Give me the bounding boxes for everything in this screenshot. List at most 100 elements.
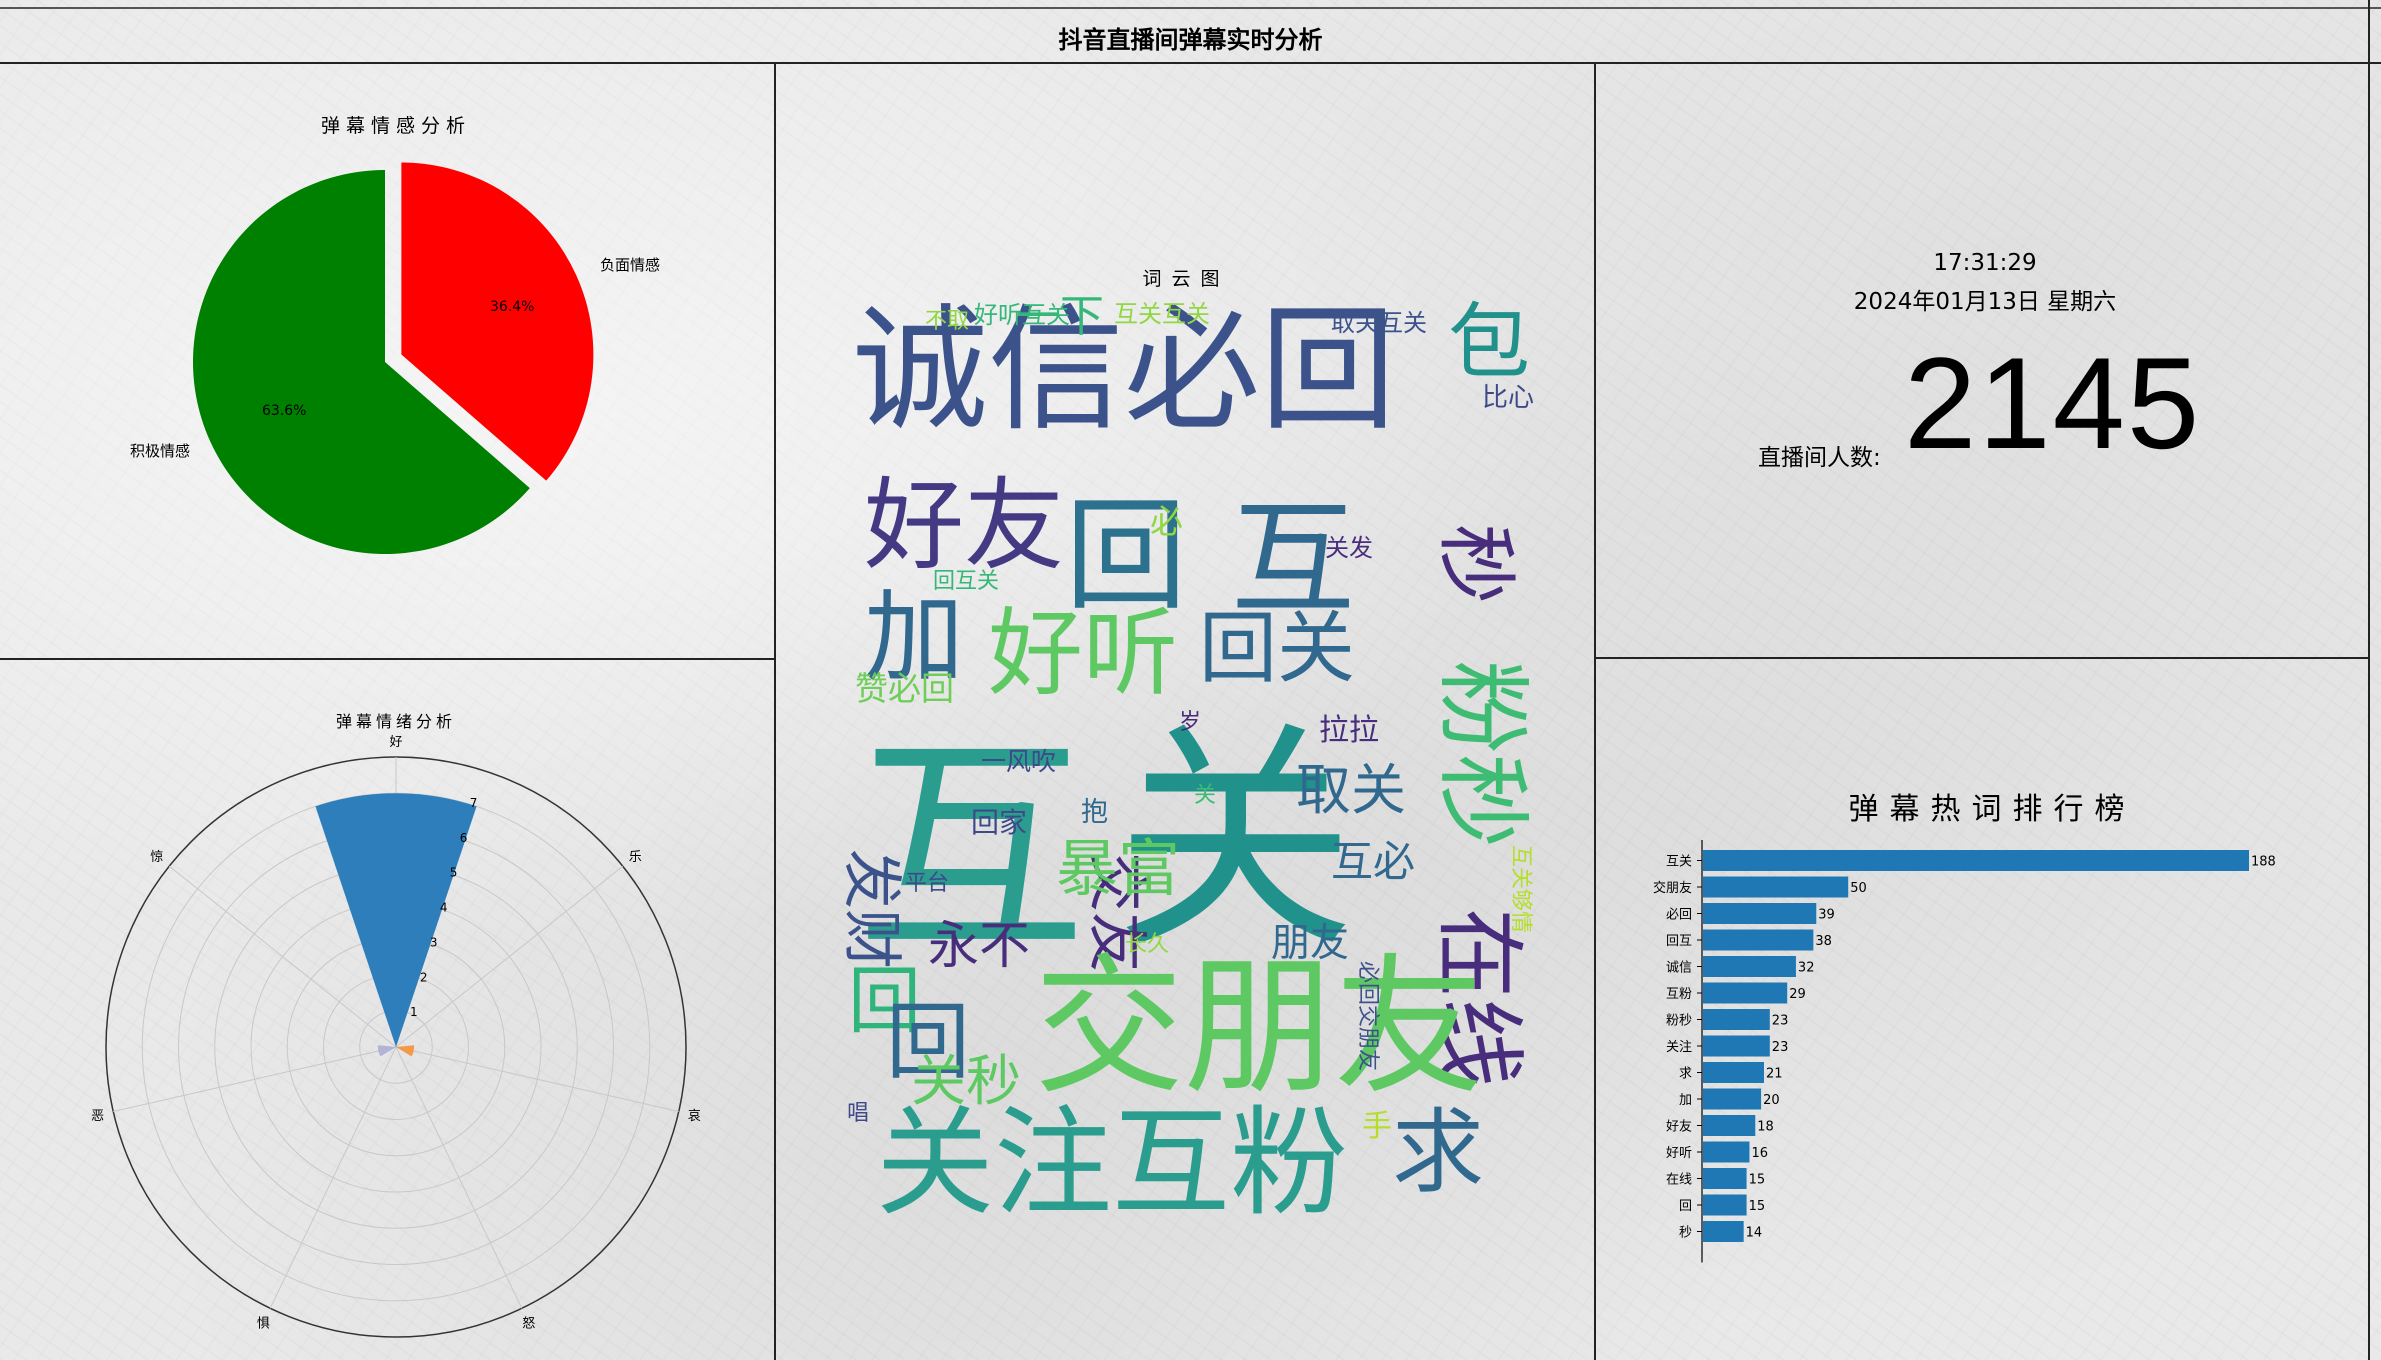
polar-axis-label: 好 xyxy=(389,735,402,750)
wordcloud-word: 关注互粉 xyxy=(876,1094,1348,1232)
hotword-bar xyxy=(1703,1194,1747,1216)
wordcloud-word: 互必 xyxy=(1331,837,1415,886)
wordcloud-word: 岁 xyxy=(1179,710,1201,735)
polar-rtick-label: 3 xyxy=(430,935,438,949)
polar-rtick-label: 2 xyxy=(420,970,428,984)
hotword-value: 188 xyxy=(2251,855,2276,870)
pie-slice-positive xyxy=(193,170,530,554)
hotword-bar xyxy=(1703,982,1788,1004)
hotword-label: 交朋友 xyxy=(1653,880,1692,896)
hotword-bar xyxy=(1703,903,1817,924)
top-border xyxy=(0,7,2381,9)
viewer-count-label: 直播间人数: xyxy=(1758,445,1881,471)
wordcloud-word: 平台 xyxy=(905,871,949,896)
viewer-count: 2145 xyxy=(1904,330,2202,476)
hotword-bar xyxy=(1703,1168,1747,1189)
hotword-value: 16 xyxy=(1751,1146,1768,1161)
hotword-bar xyxy=(1703,929,1814,951)
wordcloud-word: 好友 xyxy=(864,467,1064,584)
polar-grid-spoke xyxy=(113,1046,397,1113)
hotword-label: 好听 xyxy=(1666,1146,1692,1161)
row-divider-right xyxy=(1594,657,2370,659)
hotword-label: 求 xyxy=(1679,1067,1692,1082)
hotword-value: 50 xyxy=(1850,881,1867,896)
pie-label-negative: 负面情感 xyxy=(600,256,660,274)
wordcloud-word: 关发 xyxy=(1325,534,1373,562)
wordcloud-word: 互 xyxy=(1231,488,1355,632)
hotword-bar xyxy=(1703,1221,1744,1242)
wordcloud-word: 交朋友 xyxy=(1034,941,1484,1115)
wordcloud-word: 关 xyxy=(1115,701,1355,981)
wordcloud-word: 互关够情 xyxy=(1508,845,1533,933)
wordcloud-word: 秒 xyxy=(1429,524,1522,604)
wordcloud-word: 关秒 xyxy=(911,1049,1021,1113)
hotword-value: 39 xyxy=(1818,908,1835,923)
wordcloud-word: 回家 xyxy=(971,806,1027,839)
hotword-value: 29 xyxy=(1789,987,1806,1002)
hotword-label: 互关 xyxy=(1666,855,1692,870)
wordcloud-word: 必回交朋友 xyxy=(1355,961,1380,1071)
hotword-value: 32 xyxy=(1798,961,1815,976)
polar-axis-label: 恶 xyxy=(91,1109,104,1124)
wordcloud-word: 必 xyxy=(1150,502,1183,541)
wordcloud-word: 抱 xyxy=(1081,797,1108,828)
wordcloud-word: 取关 xyxy=(1296,758,1406,822)
page-title: 抖音直播间弹幕实时分析 xyxy=(1058,26,1323,54)
wordcloud-word: 唱 xyxy=(847,1101,869,1126)
clock-date: 2024年01月13日 星期六 xyxy=(1853,289,2117,315)
wordcloud-word: 关 xyxy=(1194,783,1216,808)
wordcloud-word: 永不 xyxy=(928,917,1030,976)
wordcloud-word: 暴富 xyxy=(1056,832,1180,905)
title-divider xyxy=(0,62,2381,64)
hotword-label: 诚信 xyxy=(1666,961,1692,976)
row-divider-left xyxy=(0,658,775,660)
pie-pct-negative: 36.4% xyxy=(490,299,534,315)
hotword-bar xyxy=(1703,850,2249,871)
polar-grid-spoke xyxy=(395,1046,523,1309)
wordcloud-word: 不取 xyxy=(925,309,969,334)
col-divider-2 xyxy=(1594,62,1596,1360)
polar-rtick-label: 6 xyxy=(460,831,468,845)
hotword-value: 18 xyxy=(1757,1120,1774,1135)
wordcloud-word: 加 xyxy=(864,579,964,696)
hotword-value: 23 xyxy=(1772,1014,1789,1029)
polar-grid-spoke xyxy=(395,1046,679,1113)
hotword-value: 15 xyxy=(1749,1199,1766,1214)
polar-bar-恶 xyxy=(377,1045,396,1057)
sentiment-chart-title: 弹幕情感分析 xyxy=(321,115,471,137)
hotword-value: 21 xyxy=(1766,1067,1783,1082)
hotword-bar xyxy=(1703,1141,1750,1163)
wordcloud-word: 好听互关 xyxy=(974,301,1070,329)
polar-axis-label: 惧 xyxy=(257,1316,270,1332)
wordcloud-word: 回 xyxy=(848,959,921,1044)
hotword-bar xyxy=(1703,1115,1756,1136)
hotword-bar xyxy=(1703,1088,1762,1110)
wordcloud-word: 朋友 xyxy=(1271,921,1349,966)
pie-slice-negative xyxy=(401,162,594,481)
title-bar: 抖音直播间弹幕实时分析 xyxy=(0,0,2381,62)
col-divider-1 xyxy=(774,62,776,1360)
polar-rtick-label: 4 xyxy=(440,901,448,915)
wordcloud-word: 赞必回 xyxy=(855,669,954,708)
hotword-bar xyxy=(1703,1035,1770,1057)
wordcloud-word: 求 xyxy=(1392,1099,1484,1206)
wordcloud-word: 回关 xyxy=(1199,604,1355,694)
hotword-value: 23 xyxy=(1772,1040,1789,1055)
hotword-label: 加 xyxy=(1679,1093,1692,1108)
polar-axis-label: 惊 xyxy=(150,850,163,865)
hotword-label: 必回 xyxy=(1666,908,1692,923)
hotword-label: 回 xyxy=(1679,1199,1692,1214)
hotword-label: 回互 xyxy=(1666,934,1692,949)
polar-bar-哀 xyxy=(396,1045,415,1057)
hotword-label: 互粉 xyxy=(1666,987,1692,1002)
word-cloud: 词云图 诚信必回 包秒比心取关互关一下 互关互关好听互关不取好友回互必关发加回互关好… xyxy=(836,268,1536,1232)
hotword-value: 14 xyxy=(1746,1226,1763,1241)
hotword-bar xyxy=(1703,956,1796,977)
polar-grid-spoke xyxy=(269,1046,397,1309)
wordcloud-title: 词云图 xyxy=(1142,268,1229,290)
wordcloud-word: 拉拉 xyxy=(1319,713,1379,748)
right-border xyxy=(2368,0,2370,1360)
polar-grid-spoke xyxy=(168,865,397,1048)
wordcloud-word: 一风吹 xyxy=(981,747,1056,776)
